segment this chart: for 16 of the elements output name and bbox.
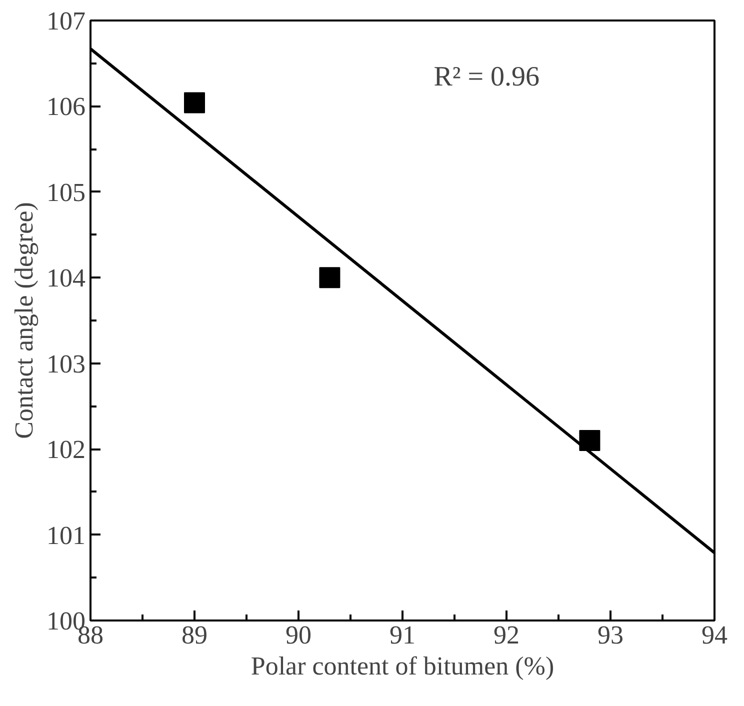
- x-tick-label: 94: [702, 620, 728, 650]
- annotation: R² = 0.96: [434, 62, 540, 92]
- x-tick-label: 93: [598, 620, 624, 650]
- x-tick-label: 91: [390, 620, 416, 650]
- x-tick-label: 89: [182, 620, 208, 650]
- y-tick-label: 105: [46, 178, 86, 207]
- x-tick-label: 92: [494, 620, 520, 650]
- y-tick-label: 101: [46, 520, 86, 550]
- y-tick-label: 103: [46, 349, 86, 378]
- y-tick-label: 106: [46, 92, 86, 122]
- x-axis-title: Polar content of bitumen (%): [250, 652, 554, 680]
- y-tick-label: 102: [46, 435, 86, 464]
- y-axis-title: Contact angle (degree): [10, 202, 38, 439]
- y-tick-label: 107: [46, 6, 86, 36]
- y-tick-label: 104: [46, 264, 86, 293]
- x-tick-label: 90: [286, 620, 312, 650]
